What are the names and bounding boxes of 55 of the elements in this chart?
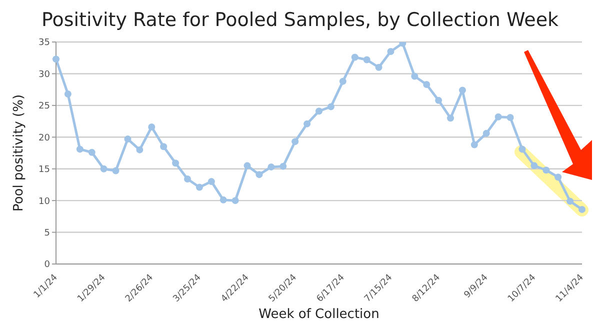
point xyxy=(268,163,275,170)
y-tick-label: 25 xyxy=(38,102,50,112)
point xyxy=(482,130,490,137)
point xyxy=(566,198,574,205)
point xyxy=(124,136,132,143)
y-tick-label: 35 xyxy=(38,38,50,48)
point xyxy=(411,72,418,80)
point xyxy=(316,108,322,115)
point xyxy=(280,162,287,170)
x-axis-title: Week of Collection xyxy=(258,307,380,322)
y-tick-label: 20 xyxy=(38,133,50,144)
point xyxy=(184,176,191,183)
point xyxy=(160,143,168,150)
y-tick-label: 10 xyxy=(38,196,50,207)
point xyxy=(363,56,370,64)
point xyxy=(518,146,526,153)
point xyxy=(423,80,430,88)
point xyxy=(88,148,96,156)
point xyxy=(304,120,311,128)
point xyxy=(339,78,346,85)
point xyxy=(172,160,180,167)
point xyxy=(506,114,514,121)
point xyxy=(447,114,454,122)
y-tick-label: 0 xyxy=(44,260,50,270)
point xyxy=(375,64,382,71)
y-tick-label: 15 xyxy=(38,165,50,176)
point xyxy=(494,113,502,120)
point xyxy=(148,123,156,130)
point xyxy=(52,56,60,63)
point xyxy=(196,184,203,191)
point xyxy=(470,141,478,148)
y-axis-title: Pool positivity (%) xyxy=(12,94,27,212)
point xyxy=(578,206,586,213)
point xyxy=(435,96,442,104)
point xyxy=(244,162,251,170)
point xyxy=(256,171,263,178)
point xyxy=(64,90,72,98)
point xyxy=(554,174,562,181)
point xyxy=(208,178,215,186)
point xyxy=(327,103,334,110)
y-tick-label: 5 xyxy=(44,228,50,238)
point xyxy=(458,86,466,94)
point xyxy=(76,146,84,153)
point xyxy=(530,162,538,170)
point xyxy=(387,48,394,56)
y-tick-label: 30 xyxy=(38,70,50,80)
point xyxy=(136,146,144,154)
point xyxy=(232,197,239,204)
point xyxy=(220,196,227,204)
chart-title: Positivity Rate for Pooled Samples, by Collection Week xyxy=(40,8,560,33)
point xyxy=(100,165,108,172)
point xyxy=(292,138,299,146)
point xyxy=(112,167,120,174)
point xyxy=(542,166,550,174)
point xyxy=(351,54,358,61)
